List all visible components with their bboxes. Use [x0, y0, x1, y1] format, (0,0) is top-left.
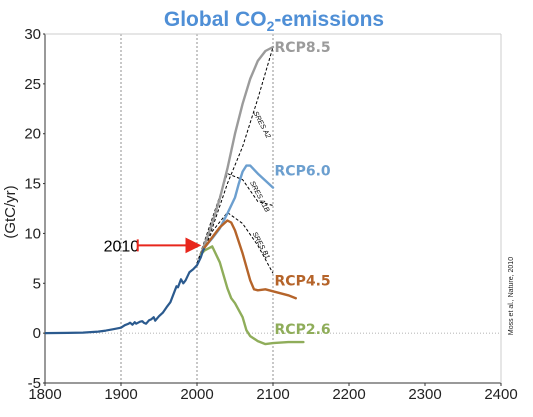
x-tick-label: 2300: [408, 386, 441, 403]
title-subscript: 2: [267, 18, 275, 34]
citation: Moss et al., Nature, 2010: [508, 257, 515, 335]
sres-line: [196, 172, 274, 264]
series-label-rcp4.5: RCP4.5: [275, 273, 331, 289]
year-2010-annotation: 2010: [104, 237, 202, 255]
series-label-rcp8.5: RCP8.5: [275, 40, 331, 56]
y-tick-label: 0: [33, 325, 41, 342]
historical-line: [44, 247, 206, 335]
sres-curves: SRES A2 SRES A1B SRES B1: [196, 46, 274, 274]
y-tick-label: 20: [24, 126, 41, 143]
x-tick-label: 1900: [104, 386, 137, 403]
tick-labels: 1800 1900 2000 2100 2200 2300 2400 -5 0 5 10 15 20 25…: [24, 26, 517, 403]
sres-label: SRES A1B: [248, 180, 270, 214]
y-tick-label: 15: [24, 176, 41, 193]
sres-label: SRES A2: [251, 110, 271, 139]
series-line-rcp8.5: [199, 45, 275, 256]
title-main: Global CO: [164, 8, 267, 31]
series-label-rcp2.6: RCP2.6: [275, 322, 331, 338]
y-tick-label: 5: [33, 275, 41, 292]
series-label-rcp6.0: RCP6.0: [275, 164, 331, 180]
x-tick-label: 2100: [256, 386, 289, 403]
citation-text: Moss et al., Nature, 2010: [508, 257, 515, 335]
series-line-rcp4.5: [199, 219, 297, 300]
y-tick-label: 10: [24, 225, 41, 242]
historical-series: [44, 247, 206, 335]
series-line-rcp2.6: [199, 245, 305, 346]
x-tick-label: 2200: [332, 386, 365, 403]
y-axis-label: (GtC/yr): [2, 185, 19, 238]
rcp-series: [199, 45, 305, 346]
sres-label: SRES B1: [251, 231, 271, 260]
x-tick-label: 2000: [180, 386, 213, 403]
gridlines: [45, 34, 501, 383]
y-tick-label: -5: [28, 375, 41, 392]
x-tick-label: 2400: [484, 386, 517, 403]
title-tail: -emissions: [274, 8, 384, 31]
sres-line: [196, 211, 274, 274]
sres-line: [196, 46, 274, 264]
x-tick-label: 1800: [28, 386, 61, 403]
annotation-2010-label: 2010: [104, 238, 140, 255]
series-labels: RCP8.5 RCP6.0 RCP4.5 RCP2.6: [275, 40, 331, 338]
y-tick-label: 30: [24, 26, 41, 43]
y-tick-label: 25: [24, 76, 41, 93]
chart-title: Global CO2-emissions: [164, 8, 384, 34]
